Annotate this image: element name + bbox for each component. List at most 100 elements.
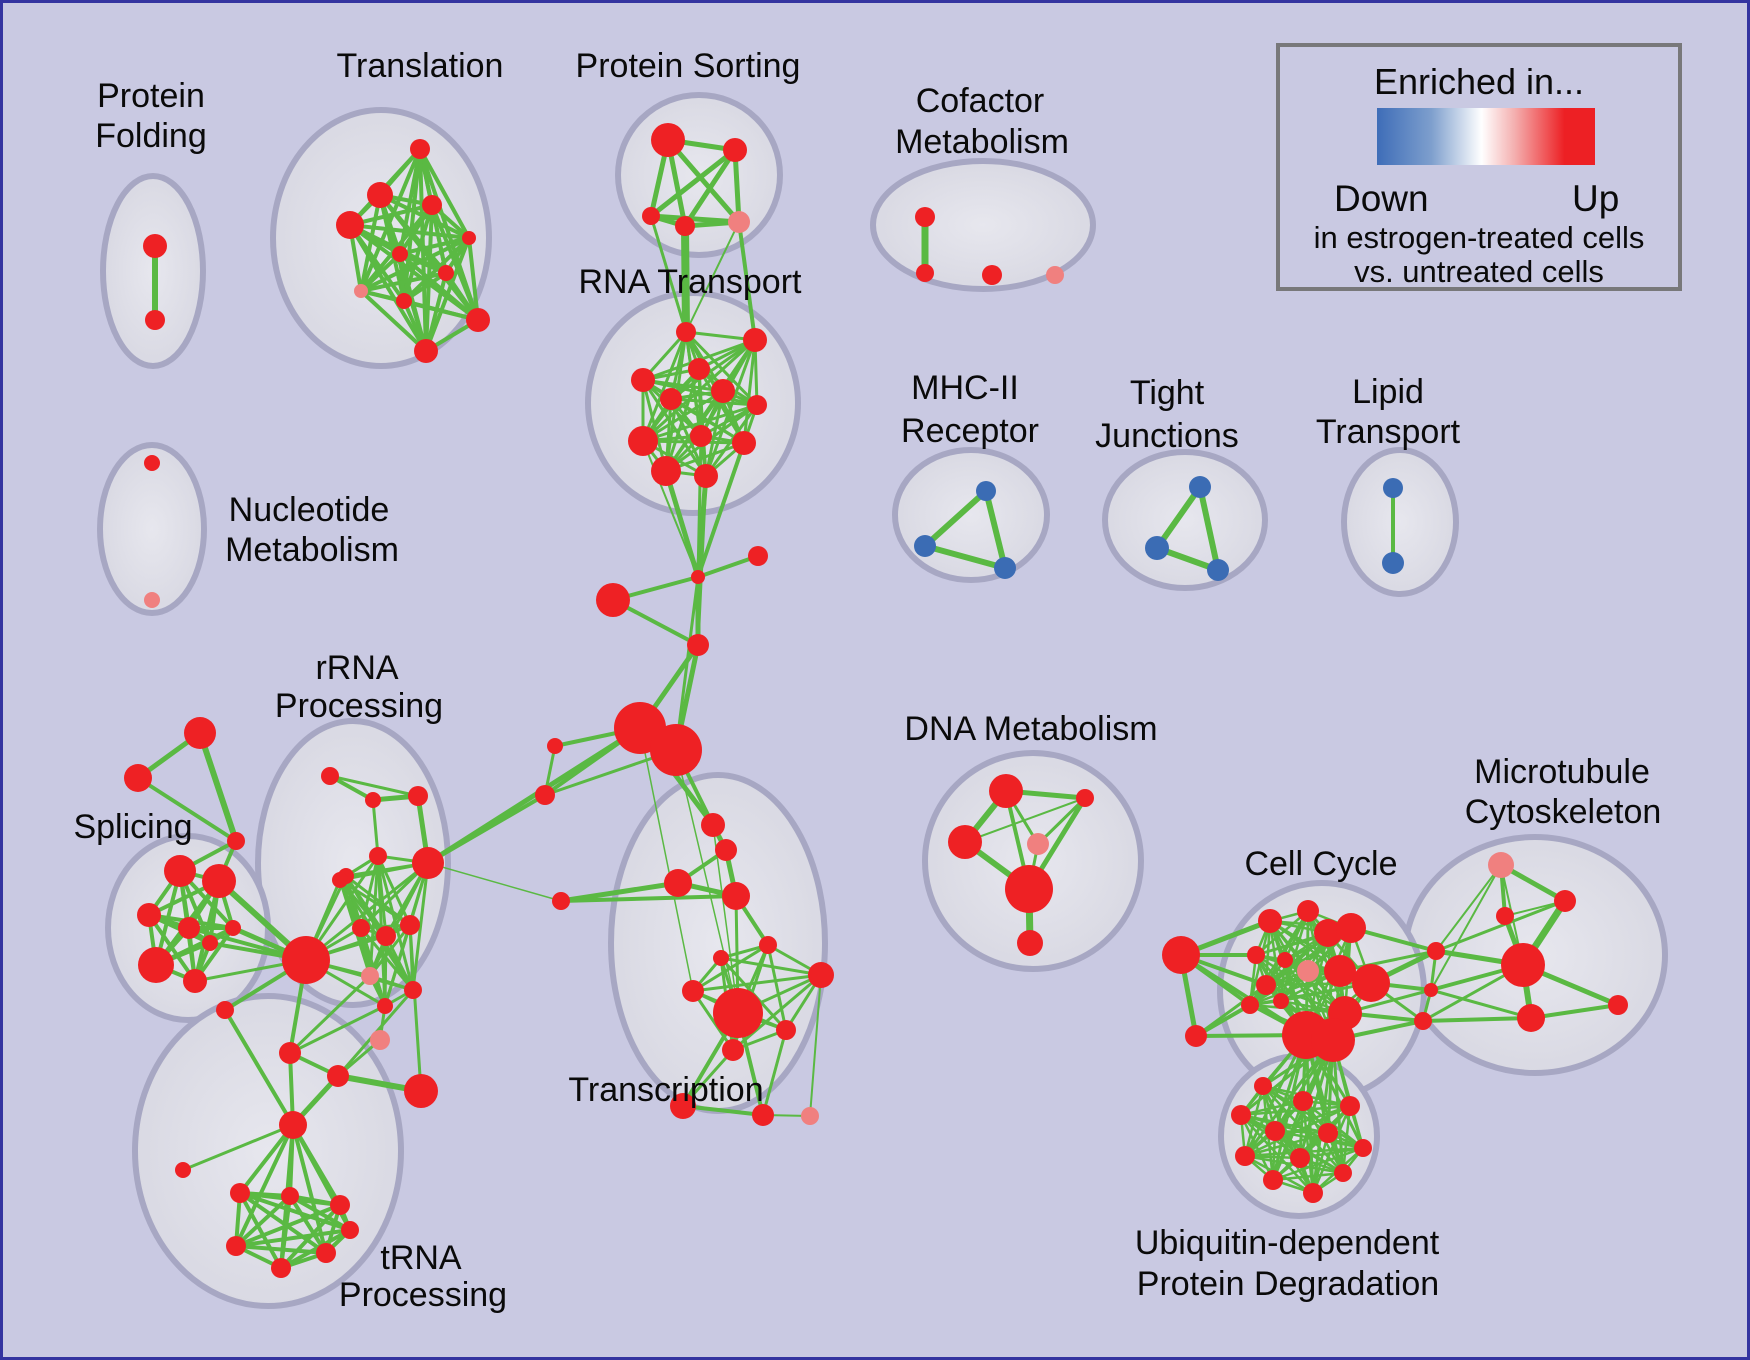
network-node-tc7 <box>713 950 729 966</box>
network-edge <box>427 862 562 902</box>
network-node-cc5 <box>1247 946 1265 964</box>
network-node-cc12 <box>1273 993 1289 1009</box>
network-edge <box>1434 899 1567 953</box>
network-node-rt9 <box>690 425 712 447</box>
network-node-cc14 <box>1352 964 1390 1002</box>
network-node-sp1 <box>164 855 196 887</box>
network-edge <box>402 299 480 322</box>
network-edge <box>402 271 448 303</box>
network-node-t10 <box>466 308 490 332</box>
network-edge <box>371 798 380 858</box>
network-edge <box>359 271 448 293</box>
network-edge <box>559 894 738 903</box>
network-node-cb1 <box>1427 942 1445 960</box>
network-edge <box>467 236 480 322</box>
network-node-u9 <box>1290 1148 1310 1168</box>
network-edge <box>328 774 420 798</box>
cluster-label-trna-processing-line2: Processing <box>339 1276 507 1314</box>
network-edge <box>359 289 428 353</box>
network-edge <box>1179 953 1308 1037</box>
network-node-u1 <box>1254 1077 1272 1095</box>
network-edge <box>424 271 448 353</box>
network-edge <box>742 338 757 445</box>
network-node-n1 <box>144 455 160 471</box>
network-edge <box>1331 1038 1345 1175</box>
network-node-rr7 <box>332 872 348 888</box>
network-node-j2 <box>1145 536 1169 560</box>
network-edge <box>675 749 739 1014</box>
network-edge <box>1311 1038 1335 1195</box>
network-node-sp2 <box>202 864 236 898</box>
network-edge <box>1243 1038 1335 1158</box>
network-node-ch3 <box>596 583 630 617</box>
network-node-tc4 <box>722 882 750 910</box>
network-node-tri1 <box>184 717 216 749</box>
network-node-dn6 <box>1017 930 1043 956</box>
network-node-tc12 <box>722 1039 744 1061</box>
network-node-tn2 <box>281 1187 299 1205</box>
cluster-label-rna-transport-line1: RNA Transport <box>579 263 803 301</box>
network-node-rr8 <box>352 919 370 937</box>
network-node-tn6 <box>271 1258 291 1278</box>
network-node-rr9 <box>376 926 396 946</box>
network-node-n2 <box>144 592 160 608</box>
network-node-cf2 <box>916 264 934 282</box>
network-node-ps5 <box>728 211 750 233</box>
network-node-j3 <box>1207 559 1229 581</box>
network-edge <box>279 1194 292 1270</box>
network-node-sp6 <box>138 947 174 983</box>
network-node-rr1 <box>321 767 339 785</box>
network-edge <box>238 1123 295 1195</box>
network-edge <box>411 861 430 992</box>
network-node-t2 <box>367 182 393 208</box>
network-node-rr12 <box>404 981 422 999</box>
network-node-rr3 <box>408 786 428 806</box>
network-edge <box>696 441 746 579</box>
network-node-ch5 <box>547 738 563 754</box>
network-edge <box>766 943 788 1032</box>
network-node-cb2 <box>1424 983 1438 997</box>
network-node-rt3 <box>631 368 655 392</box>
network-edge <box>238 1191 352 1232</box>
network-edge <box>348 223 428 353</box>
network-node-tc14 <box>752 1104 774 1126</box>
network-node-rr13 <box>377 998 393 1014</box>
cluster-label-dna-metabolism-line1: DNA Metabolism <box>904 710 1157 748</box>
network-edge <box>223 1008 295 1127</box>
cluster-label-cofactor-metabolism-line2: Metabolism <box>895 123 1069 161</box>
network-edge <box>288 974 372 1055</box>
network-edge <box>197 730 239 844</box>
network-edge <box>983 488 1008 571</box>
network-node-pf1 <box>143 234 167 258</box>
network-node-tn4 <box>226 1236 246 1256</box>
network-node-tc10 <box>713 988 763 1038</box>
network-edge <box>1248 969 1342 1007</box>
network-node-u5 <box>1265 1121 1285 1141</box>
network-node-tc6 <box>759 936 777 954</box>
network-node-m1 <box>976 481 996 501</box>
network-edge <box>398 236 471 256</box>
network-edge <box>383 934 388 1008</box>
network-node-rt6 <box>660 388 682 410</box>
network-node-t3 <box>422 195 442 215</box>
cluster-label-protein-sorting-line1: Protein Sorting <box>576 47 801 85</box>
network-node-rt11 <box>651 456 681 486</box>
network-edge <box>1239 1104 1352 1117</box>
network-edge <box>1248 969 1310 1007</box>
network-node-cc1 <box>1162 936 1200 974</box>
network-edge <box>1435 864 1502 952</box>
network-edge <box>641 403 759 443</box>
network-node-ps2 <box>723 138 747 162</box>
network-edge <box>761 1028 788 1117</box>
network-node-rt8 <box>628 426 658 456</box>
network-edge <box>704 389 725 478</box>
network-edge <box>418 147 471 240</box>
network-edge <box>639 727 694 992</box>
network-node-cc4 <box>1297 900 1319 922</box>
network-node-tc13 <box>670 1093 696 1119</box>
cluster-label-transcription-line1: Transcription <box>568 1071 763 1109</box>
legend-down-label: Down <box>1334 178 1429 219</box>
network-edge <box>664 367 701 473</box>
cluster-label-mhc-ii-receptor-line1: MHC-II <box>911 369 1019 407</box>
